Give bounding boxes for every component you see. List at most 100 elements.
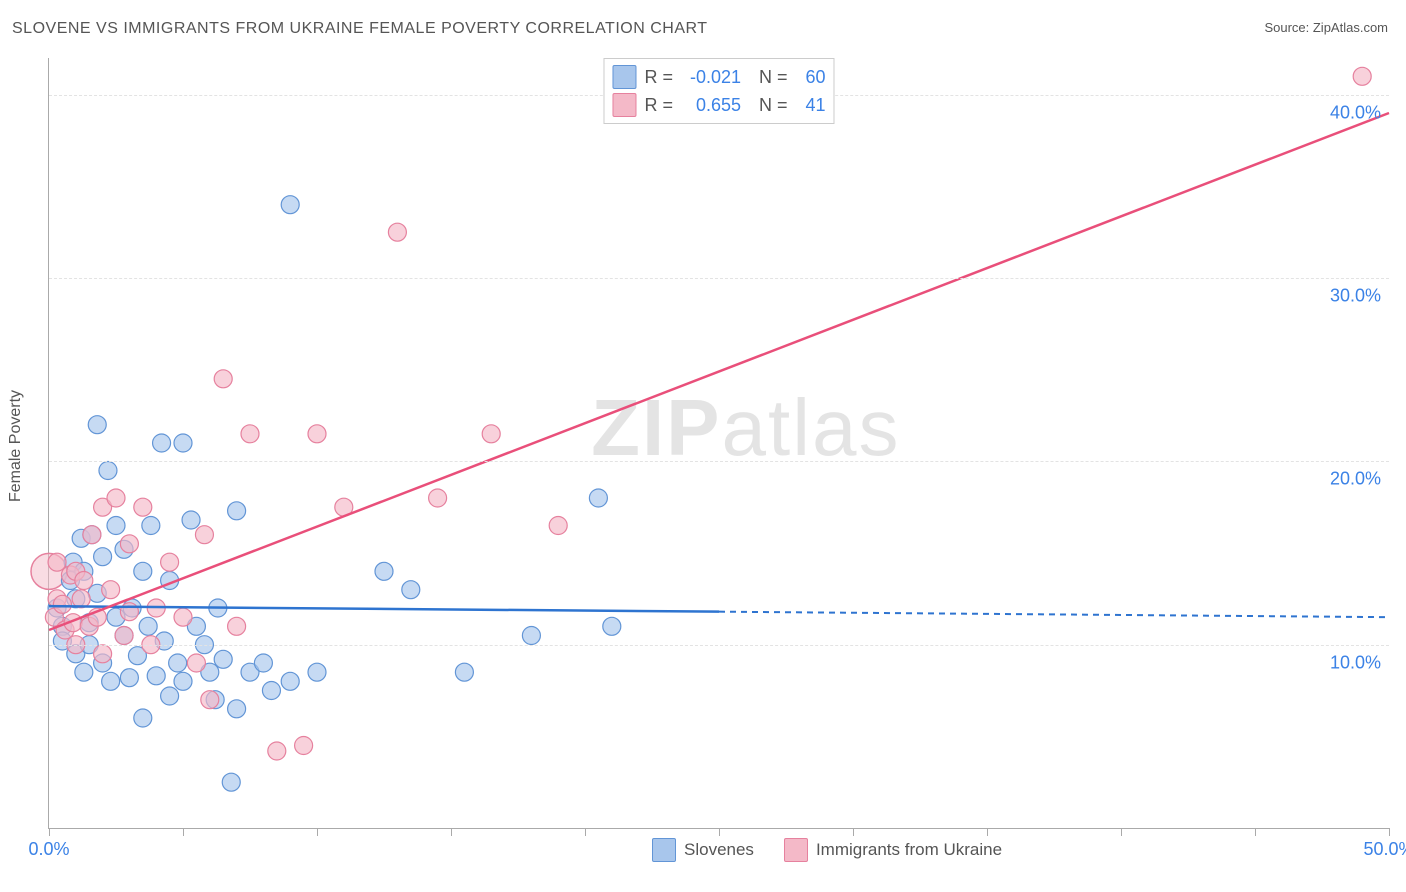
x-tick <box>49 828 50 836</box>
data-point <box>228 617 246 635</box>
data-point <box>107 489 125 507</box>
data-point <box>134 709 152 727</box>
legend-n-label: N = <box>759 95 788 116</box>
y-tick-label: 10.0% <box>1330 652 1381 673</box>
data-point <box>201 691 219 709</box>
x-tick <box>317 828 318 836</box>
data-point <box>482 425 500 443</box>
legend-swatch <box>612 65 636 89</box>
data-point <box>182 511 200 529</box>
data-point <box>262 682 280 700</box>
legend-r-label: R = <box>644 95 673 116</box>
data-point <box>281 196 299 214</box>
y-tick-label: 40.0% <box>1330 102 1381 123</box>
legend-swatch <box>784 838 808 862</box>
gridline <box>49 461 1389 462</box>
x-tick <box>719 828 720 836</box>
data-point <box>83 526 101 544</box>
legend-correlation: R = -0.021 N = 60 R = 0.655 N = 41 <box>603 58 834 124</box>
legend-row: R = -0.021 N = 60 <box>612 63 825 91</box>
data-point <box>375 562 393 580</box>
data-point <box>241 425 259 443</box>
data-point <box>147 667 165 685</box>
legend-label: Slovenes <box>684 840 754 860</box>
legend-r-value: 0.655 <box>681 95 741 116</box>
data-point <box>134 562 152 580</box>
data-point <box>120 603 138 621</box>
y-axis-label: Female Poverty <box>7 390 25 502</box>
legend-r-value: -0.021 <box>681 67 741 88</box>
data-point <box>549 517 567 535</box>
gridline <box>49 645 1389 646</box>
data-point <box>48 553 66 571</box>
x-tick <box>1121 828 1122 836</box>
data-point <box>402 581 420 599</box>
x-tick <box>585 828 586 836</box>
plot-area: ZIPatlas R = -0.021 N = 60 R = 0.655 N =… <box>48 58 1389 829</box>
data-point <box>75 663 93 681</box>
data-point <box>455 663 473 681</box>
data-point <box>153 434 171 452</box>
x-tick <box>183 828 184 836</box>
legend-row: R = 0.655 N = 41 <box>612 91 825 119</box>
data-point <box>102 672 120 690</box>
x-tick <box>853 828 854 836</box>
legend-swatch <box>652 838 676 862</box>
legend-n-label: N = <box>759 67 788 88</box>
data-point <box>228 700 246 718</box>
data-point <box>53 595 71 613</box>
data-point <box>169 654 187 672</box>
data-point <box>174 608 192 626</box>
data-point <box>161 687 179 705</box>
y-tick-label: 20.0% <box>1330 469 1381 490</box>
data-point <box>142 517 160 535</box>
data-point <box>214 370 232 388</box>
scatter-svg <box>49 58 1389 828</box>
data-point <box>295 737 313 755</box>
data-point <box>99 462 117 480</box>
x-tick-label: 50.0% <box>1363 839 1406 860</box>
data-point <box>603 617 621 635</box>
data-point <box>115 627 133 645</box>
x-tick <box>1389 828 1390 836</box>
data-point <box>94 645 112 663</box>
legend-item: Slovenes <box>652 838 754 862</box>
x-tick <box>987 828 988 836</box>
data-point <box>161 553 179 571</box>
legend-n-value: 41 <box>796 95 826 116</box>
x-tick <box>451 828 452 836</box>
chart-title: SLOVENE VS IMMIGRANTS FROM UKRAINE FEMAL… <box>12 20 708 38</box>
data-point <box>102 581 120 599</box>
data-point <box>254 654 272 672</box>
data-point <box>88 416 106 434</box>
data-point <box>120 669 138 687</box>
data-point <box>429 489 447 507</box>
data-point <box>308 663 326 681</box>
data-point <box>174 672 192 690</box>
data-point <box>75 572 93 590</box>
data-point <box>214 650 232 668</box>
data-point <box>388 223 406 241</box>
data-point <box>134 498 152 516</box>
data-point <box>268 742 286 760</box>
data-point <box>308 425 326 443</box>
data-point <box>120 535 138 553</box>
legend-label: Immigrants from Ukraine <box>816 840 1002 860</box>
data-point <box>174 434 192 452</box>
x-tick-label: 0.0% <box>28 839 69 860</box>
legend-item: Immigrants from Ukraine <box>784 838 1002 862</box>
legend-n-value: 60 <box>796 67 826 88</box>
data-point <box>228 502 246 520</box>
data-point <box>139 617 157 635</box>
data-point <box>1353 67 1371 85</box>
gridline <box>49 278 1389 279</box>
data-point <box>522 627 540 645</box>
data-point <box>94 548 112 566</box>
legend-series: Slovenes Immigrants from Ukraine <box>652 838 1002 862</box>
data-point <box>107 517 125 535</box>
trend-line-a-dashed <box>719 612 1389 618</box>
data-point <box>589 489 607 507</box>
source-label: Source: ZipAtlas.com <box>1264 20 1388 35</box>
data-point <box>187 654 205 672</box>
data-point <box>281 672 299 690</box>
